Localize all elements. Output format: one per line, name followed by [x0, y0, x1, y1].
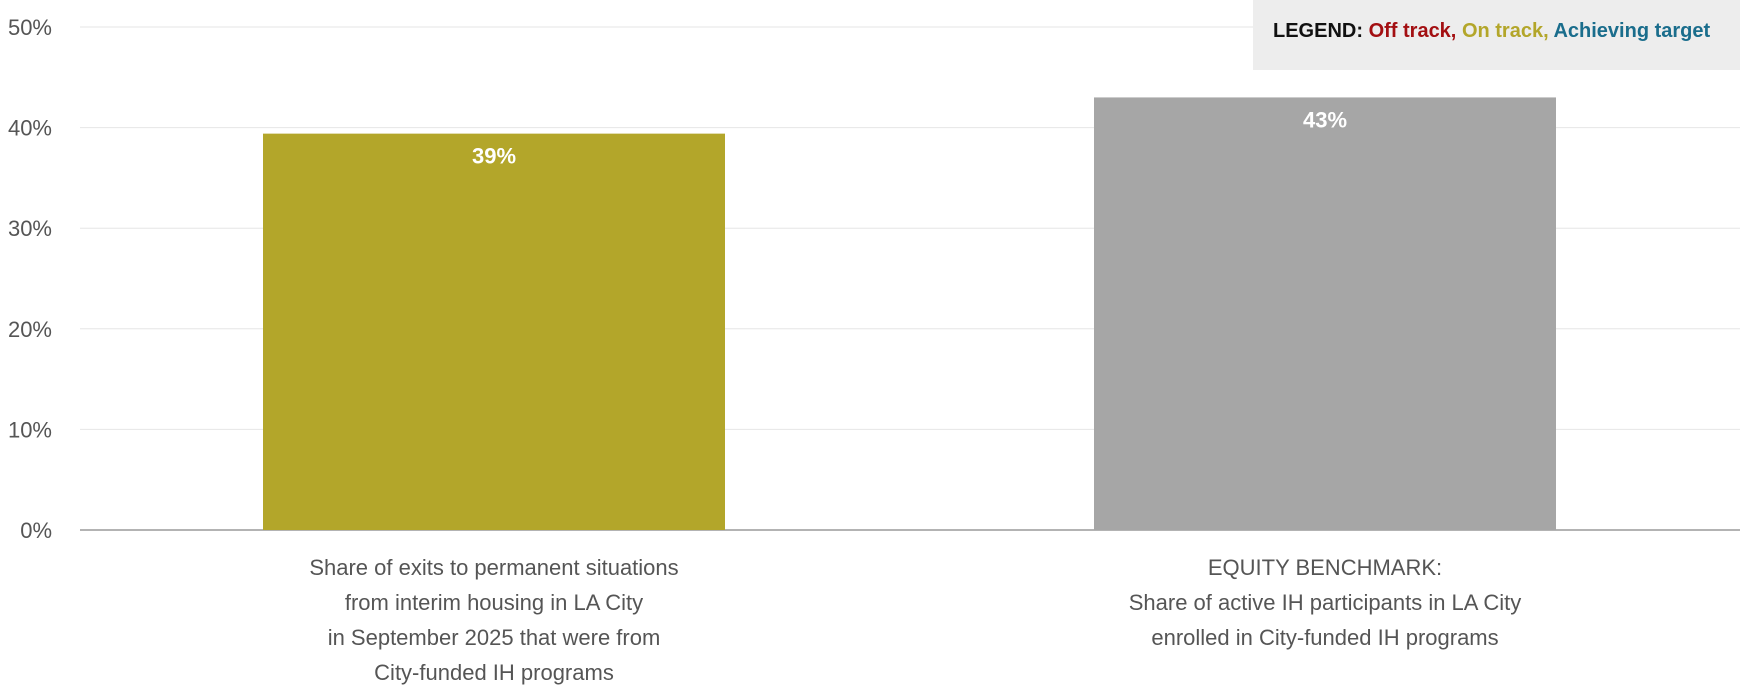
y-tick-label: 0%	[20, 518, 52, 543]
category-label: Share of exits to permanent situations	[309, 555, 678, 580]
category-label: EQUITY BENCHMARK:	[1208, 555, 1442, 580]
data-label: 39%	[472, 144, 516, 169]
y-tick-label: 10%	[8, 417, 52, 442]
y-tick-label: 50%	[8, 15, 52, 40]
category-label: from interim housing in LA City	[345, 590, 643, 615]
category-label: enrolled in City-funded IH programs	[1151, 625, 1498, 650]
category-label: City-funded IH programs	[374, 660, 614, 685]
legend-text: LEGEND: Off track, On track, Achieving t…	[1273, 20, 1710, 43]
legend: LEGEND: Off track, On track, Achieving t…	[1253, 0, 1740, 70]
y-tick-label: 20%	[8, 317, 52, 342]
category-label: in September 2025 that were from	[328, 625, 661, 650]
bar	[1094, 97, 1556, 531]
legend-item-achieving-target: Achieving target	[1553, 20, 1711, 42]
category-label: Share of active IH participants in LA Ci…	[1129, 590, 1522, 615]
legend-prefix: LEGEND:	[1273, 20, 1363, 42]
y-tick-label: 30%	[8, 216, 52, 241]
y-tick-label: 40%	[8, 116, 52, 141]
data-label: 43%	[1303, 107, 1347, 132]
legend-item-off-track: Off track,	[1368, 20, 1457, 42]
bar	[263, 133, 725, 531]
legend-item-on-track: On track,	[1461, 20, 1549, 42]
